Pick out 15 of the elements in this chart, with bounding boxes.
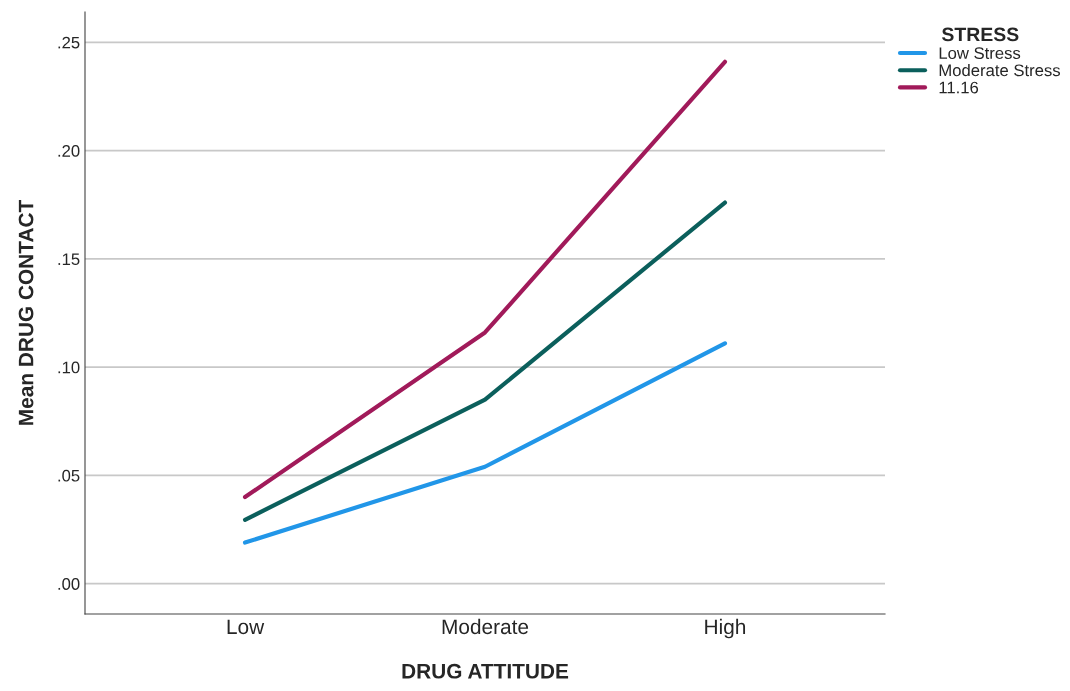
x-tick-label: Moderate (442, 618, 529, 635)
legend-label: Moderate Stress (939, 64, 1061, 77)
y-tick-label: .05 (58, 469, 80, 482)
y-tick-label: .00 (58, 578, 80, 590)
y-tick-label: .25 (58, 36, 80, 49)
legend-label: 11.16 (939, 81, 979, 94)
y-tick-label: .20 (58, 144, 80, 157)
x-tick-label: High (705, 618, 746, 639)
y-tick-label: .10 (58, 361, 80, 374)
x-axis-title: DRUG ATTITUDE (402, 663, 569, 679)
x-tick-label: Low (227, 619, 265, 635)
legend-label: Low Stress (939, 47, 1021, 60)
y-tick-label: .15 (58, 253, 80, 266)
y-axis-title: Mean DRUG CONTACT (18, 199, 34, 425)
legend-title: STRESS (941, 27, 1019, 42)
